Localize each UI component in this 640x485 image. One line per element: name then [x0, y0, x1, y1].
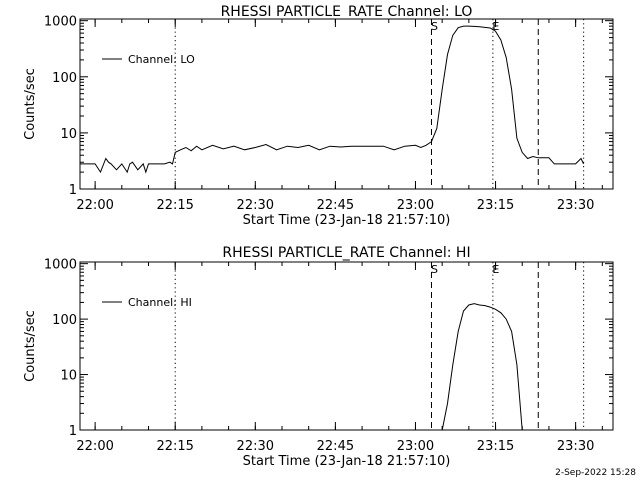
y-tick-label: 1000 — [44, 258, 77, 273]
x-tick-label: 23:15 — [477, 439, 514, 454]
x-tick-label: 22:00 — [76, 198, 113, 213]
marker-label: E — [492, 263, 499, 276]
y-tick-label: 100 — [52, 313, 77, 328]
timestamp-label: 2-Sep-2022 15:28 — [555, 468, 636, 478]
x-tick-label: 23:00 — [397, 439, 434, 454]
x-tick-label: 23:30 — [557, 439, 594, 454]
y-axis: 1 10 100 1000 — [44, 258, 613, 439]
plot-frame — [79, 18, 614, 190]
chart-panel-1: RHESSI PARTICLE_RATE Channel: LO 1 10 100 10… — [23, 4, 614, 228]
y-tick-label: 1000 — [44, 15, 77, 30]
x-tick-label: 23:30 — [557, 198, 594, 213]
legend: Channel: LO — [102, 53, 195, 66]
marker-label: E — [492, 20, 499, 33]
marker-label: S — [431, 20, 438, 33]
y-tick-label: 10 — [60, 127, 77, 142]
x-tick-label: 22:15 — [156, 439, 193, 454]
legend: Channel: HI — [102, 296, 192, 309]
series-line — [441, 303, 523, 431]
x-tick-label: 22:30 — [237, 439, 274, 454]
x-tick-label: 22:15 — [156, 198, 193, 213]
x-axis-label: Start Time (23-Jan-18 21:57:10) — [243, 454, 451, 469]
y-tick-label: 1 — [69, 424, 77, 439]
legend-label: Channel: LO — [128, 53, 195, 66]
series-line — [80, 25, 585, 174]
x-tick-label: 22:30 — [237, 198, 274, 213]
y-axis: 1 10 100 1000 — [44, 15, 613, 198]
x-axis: 22:00 22:15 22:30 22:45 23:00 23:15 23:30 — [76, 19, 603, 213]
y-tick-label: 1 — [69, 183, 77, 198]
y-tick-label: 100 — [52, 71, 77, 86]
chart-title: RHESSI PARTICLE_RATE Channel: LO — [221, 4, 473, 20]
x-tick-label: 22:00 — [76, 439, 113, 454]
y-axis-label: Counts/sec — [23, 310, 38, 382]
legend-label: Channel: HI — [128, 296, 192, 309]
x-tick-label: 23:15 — [477, 198, 514, 213]
x-tick-label: 22:45 — [317, 198, 354, 213]
y-axis-label: Counts/sec — [23, 68, 38, 140]
chart-panel-2: RHESSI PARTICLE_RATE Channel: HI 1 10 100 10… — [23, 245, 614, 469]
x-tick-label: 22:45 — [317, 439, 354, 454]
chart-title: RHESSI PARTICLE_RATE Channel: HI — [222, 245, 470, 261]
x-tick-label: 23:00 — [397, 198, 434, 213]
marker-label: S — [431, 263, 438, 276]
x-axis: 22:00 22:15 22:30 22:45 23:00 23:15 23:30 — [76, 262, 603, 454]
plot-frame — [79, 261, 614, 431]
x-axis-label: Start Time (23-Jan-18 21:57:10) — [243, 213, 451, 228]
y-tick-label: 10 — [60, 369, 77, 384]
